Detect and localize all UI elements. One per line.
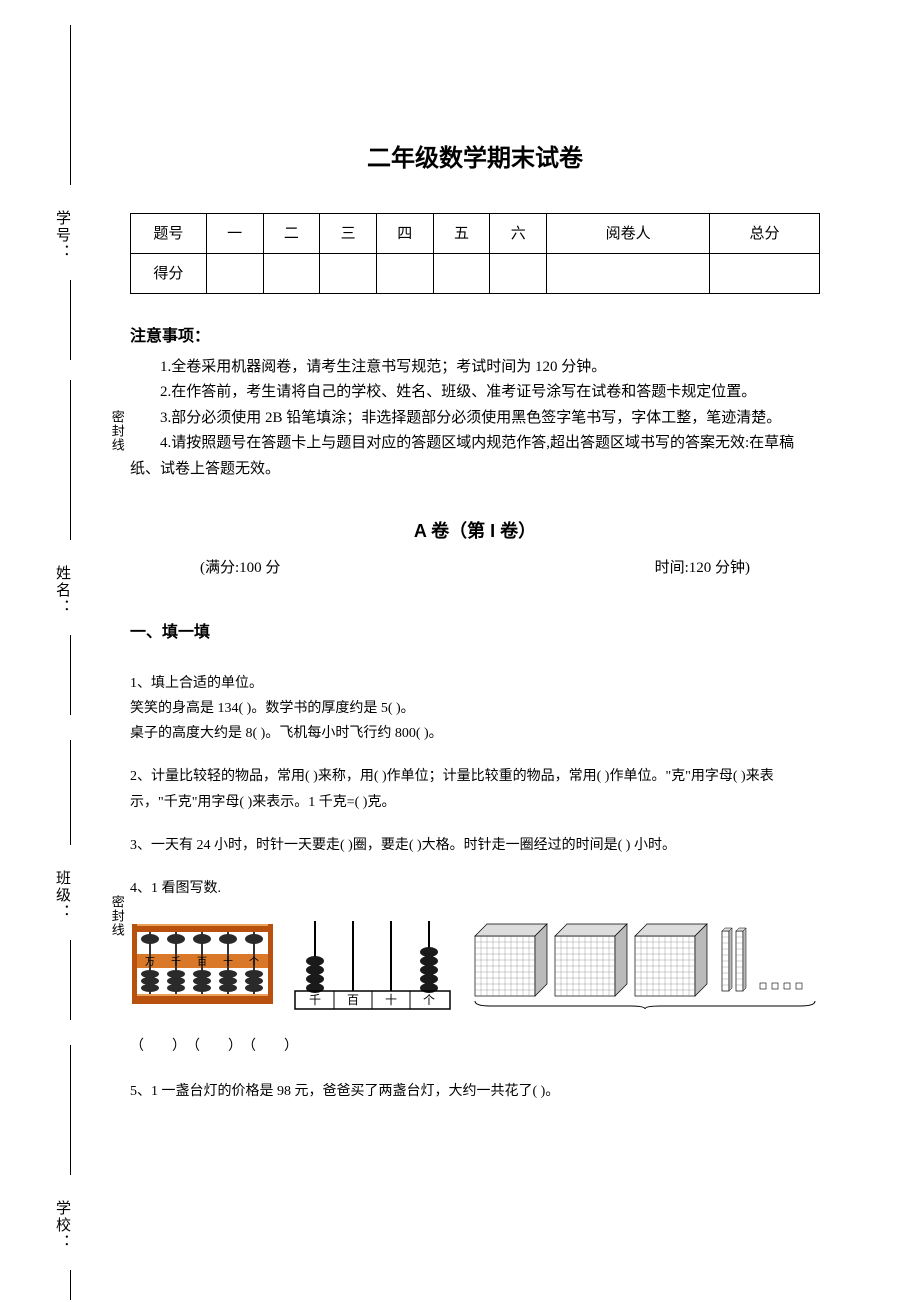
label-xingming: 姓名： [50, 565, 74, 616]
th-1: 一 [206, 214, 263, 254]
label-xuexiao: 学校： [50, 1200, 74, 1251]
td-2 [263, 254, 320, 294]
abacus-2-image: 千 百 十 个 [290, 921, 455, 1011]
main-content: 二年级数学期末试卷 题号 一 二 三 四 五 六 阅卷人 总分 得分 注意事项：… [130, 140, 820, 1122]
svg-text:个: 个 [249, 956, 259, 968]
td-grader [547, 254, 710, 294]
td-6 [490, 254, 547, 294]
notice-item-3: 3.部分必须使用 2B 铅笔填涂；非选择题部分必须使用黑色签字笔书写，字体工整，… [130, 406, 820, 432]
svg-text:百: 百 [197, 956, 207, 968]
svg-text:十: 十 [385, 993, 397, 1007]
label-banji: 班级： [50, 870, 74, 921]
full-marks: (满分:100 分 [200, 556, 280, 580]
q1-line2: 笑笑的身高是 134( )。数学书的厚度约是 5( )。 [130, 696, 820, 721]
svg-text:百: 百 [347, 993, 359, 1007]
abacus-1-image: 万 千 百 十 个 [130, 916, 275, 1011]
side-line-7 [70, 1045, 71, 1175]
section1-title: 一、填一填 [130, 620, 820, 646]
svg-text:千: 千 [171, 956, 181, 968]
side-margin: 学号： 密封线 姓名： 班级： 密封线 学校： [30, 0, 80, 1302]
th-4: 四 [376, 214, 433, 254]
paper-subtitle: (满分:100 分 时间:120 分钟) [130, 556, 820, 580]
score-value-row: 得分 [131, 254, 820, 294]
th-3: 三 [320, 214, 377, 254]
td-total [710, 254, 820, 294]
side-line-2 [70, 280, 71, 360]
q4-blanks: （ ） （ ） （ ） [130, 1036, 820, 1058]
side-line-6 [70, 940, 71, 1020]
notice-item-2: 2.在作答前，考生请将自己的学校、姓名、班级、准考证号涂写在试卷和答题卡规定位置… [130, 380, 820, 406]
th-6: 六 [490, 214, 547, 254]
question-4: 4、1 看图写数. [130, 876, 820, 901]
notice-item-4: 4.请按照题号在答题卡上与题目对应的答题区域内规范作答,超出答题区域书写的答案无… [130, 431, 820, 482]
q1-line3: 桌子的高度大约是 8( )。飞机每小时飞行约 800( )。 [130, 721, 820, 746]
td-4 [376, 254, 433, 294]
q4-images: 万 千 百 十 个 [130, 911, 820, 1011]
svg-text:千: 千 [309, 993, 321, 1007]
q1-line1: 1、填上合适的单位。 [130, 671, 820, 696]
th-label: 题号 [131, 214, 207, 254]
svg-text:个: 个 [423, 993, 435, 1007]
side-line-1 [70, 25, 71, 185]
th-5: 五 [433, 214, 490, 254]
side-line-3 [70, 380, 71, 540]
seal-label-bottom: 密封线 [106, 895, 127, 937]
notice-title: 注意事项： [130, 324, 820, 350]
svg-text:十: 十 [223, 955, 233, 968]
question-5: 5、1 一盏台灯的价格是 98 元，爸爸买了两盏台灯，大约一共花了( )。 [130, 1079, 820, 1104]
time-limit: 时间:120 分钟) [655, 556, 750, 580]
side-line-5 [70, 740, 71, 845]
score-table: 题号 一 二 三 四 五 六 阅卷人 总分 得分 [130, 213, 820, 294]
side-line-4 [70, 635, 71, 715]
question-3: 3、一天有 24 小时，时针一天要走( )圈，要走( )大格。时针走一圈经过的时… [130, 833, 820, 858]
label-xuehao: 学号： [50, 210, 74, 261]
question-2: 2、计量比较轻的物品，常用( )来称，用( )作单位；计量比较重的物品，常用( … [130, 764, 820, 814]
th-2: 二 [263, 214, 320, 254]
td-5 [433, 254, 490, 294]
td-1 [206, 254, 263, 294]
notice-item-1: 1.全卷采用机器阅卷，请考生注意书写规范；考试时间为 120 分钟。 [130, 355, 820, 381]
side-line-8 [70, 1270, 71, 1300]
td-3 [320, 254, 377, 294]
th-grader: 阅卷人 [547, 214, 710, 254]
svg-text:万: 万 [145, 957, 155, 968]
th-total: 总分 [710, 214, 820, 254]
td-label: 得分 [131, 254, 207, 294]
cubes-image [470, 911, 820, 1011]
seal-label-top: 密封线 [106, 410, 127, 452]
paper-section-title: A 卷（第 I 卷） [130, 517, 820, 546]
q4-text: 4、1 看图写数. [130, 876, 820, 901]
question-1: 1、填上合适的单位。 笑笑的身高是 134( )。数学书的厚度约是 5( )。 … [130, 671, 820, 747]
page-title: 二年级数学期末试卷 [130, 140, 820, 178]
score-header-row: 题号 一 二 三 四 五 六 阅卷人 总分 [131, 214, 820, 254]
